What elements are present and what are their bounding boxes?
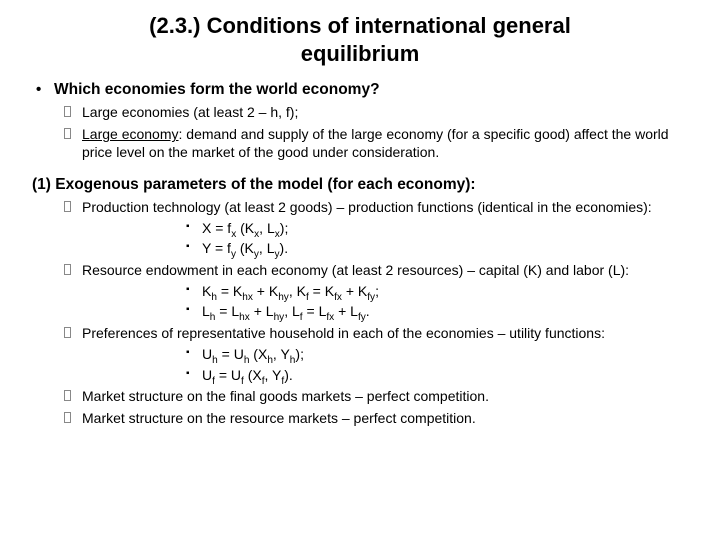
slide-title: (2.3.) Conditions of international gener…	[28, 12, 692, 67]
section-heading: (1) Exogenous parameters of the model (f…	[32, 176, 692, 194]
formula-item: Y = fy (Ky, Ly).	[186, 240, 692, 258]
bullet-item: Market structure on the resource markets…	[62, 409, 692, 427]
bullet-item: Large economy: demand and supply of the …	[62, 125, 692, 161]
bullet-item: Production technology (at least 2 goods)…	[62, 198, 692, 216]
sub-list: X = fx (Kx, Lx); Y = fy (Ky, Ly).	[186, 220, 692, 258]
slide: (2.3.) Conditions of international gener…	[0, 0, 720, 442]
bullet-item: Preferences of representative household …	[62, 324, 692, 342]
bullet-item: Resource endowment in each economy (at l…	[62, 261, 692, 279]
formula-item: Uh = Uh (Xh, Yh);	[186, 346, 692, 364]
bullet-item: Large economies (at least 2 – h, f);	[62, 103, 692, 121]
formula-item: Lh = Lhx + Lhy, Lf = Lfx + Lfy.	[186, 303, 692, 321]
formula-item: X = fx (Kx, Lx);	[186, 220, 692, 238]
sub-list: Uh = Uh (Xh, Yh); Uf = Uf (Xf, Yf).	[186, 346, 692, 384]
question-heading: Which economies form the world economy?	[32, 81, 692, 99]
formula-item: Uf = Uf (Xf, Yf).	[186, 367, 692, 385]
formula-item: Kh = Khx + Khy, Kf = Kfx + Kfy;	[186, 283, 692, 301]
bullet-item: Market structure on the final goods mark…	[62, 387, 692, 405]
sub-list: Kh = Khx + Khy, Kf = Kfx + Kfy; Lh = Lhx…	[186, 283, 692, 321]
